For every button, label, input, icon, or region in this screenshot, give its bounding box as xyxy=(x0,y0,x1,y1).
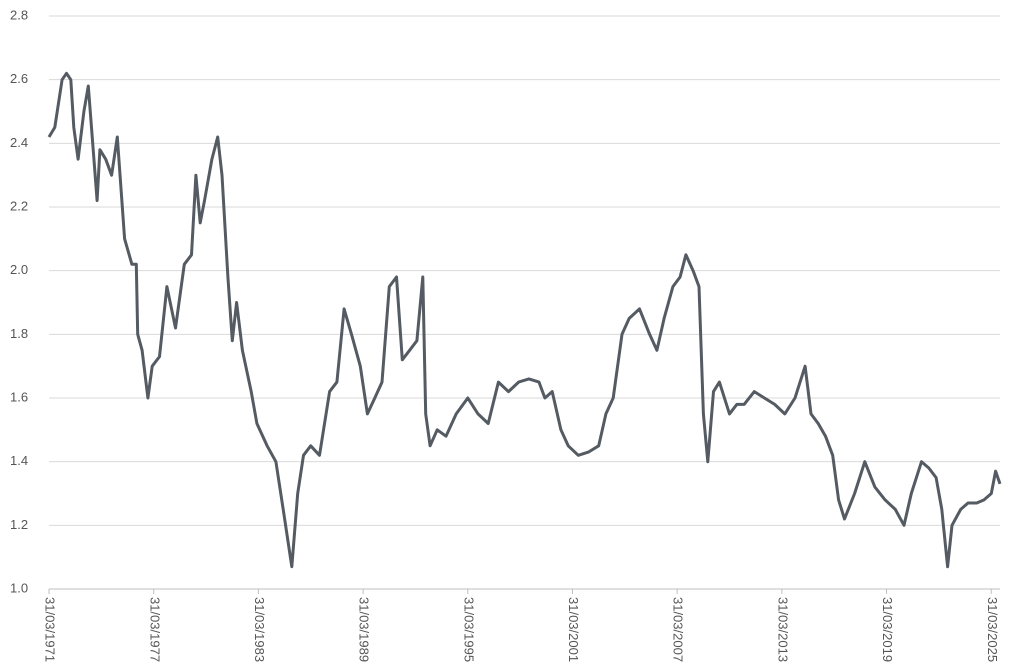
y-tick-label: 1.6 xyxy=(10,389,28,404)
x-tick-label: 31/03/2007 xyxy=(671,597,686,662)
y-tick-label: 2.4 xyxy=(10,135,28,150)
y-tick-label: 2.8 xyxy=(10,7,28,22)
x-tick-label: 31/03/1983 xyxy=(252,597,267,662)
x-tick-label: 31/03/1989 xyxy=(357,597,372,662)
x-tick-label: 31/03/2025 xyxy=(985,597,1000,662)
x-tick-label: 31/03/1977 xyxy=(147,597,162,662)
x-tick-label: 31/03/2013 xyxy=(775,597,790,662)
y-tick-label: 2.0 xyxy=(10,262,28,277)
y-tick-label: 1.2 xyxy=(10,517,28,532)
y-tick-label: 2.2 xyxy=(10,198,28,213)
line-series xyxy=(47,71,1002,569)
y-tick-label: 1.4 xyxy=(10,453,28,468)
x-tick-label: 31/03/2019 xyxy=(880,597,895,662)
y-tick-label: 1.0 xyxy=(10,580,28,595)
y-tick-label: 2.6 xyxy=(10,71,28,86)
x-tick-label: 31/03/2001 xyxy=(566,597,581,662)
y-tick-label: 1.8 xyxy=(10,326,28,341)
x-tick-label: 31/03/1995 xyxy=(461,597,476,662)
x-tick-label: 31/03/1971 xyxy=(43,597,58,662)
